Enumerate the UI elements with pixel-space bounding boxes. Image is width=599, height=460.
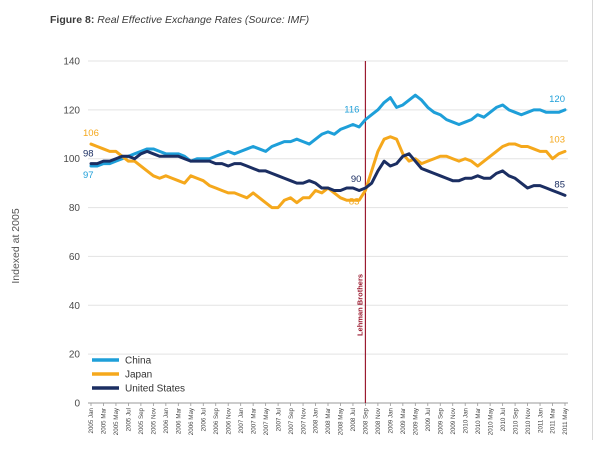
- y-tick-label: 60: [69, 252, 81, 263]
- x-tick-label: 2008 Jul: [350, 408, 357, 431]
- y-tick-label: 140: [63, 57, 80, 68]
- x-tick-label: 2008 Sep: [363, 407, 370, 434]
- x-tick-label: 2010 Sep: [512, 407, 519, 434]
- series-lines: [89, 93, 567, 210]
- data-label: 97: [83, 170, 94, 181]
- x-tick-label: 2007 Mar: [250, 408, 257, 434]
- page-edge-rule: [592, 0, 593, 440]
- x-tick-label: 2007 Jul: [275, 408, 282, 431]
- x-tick-label: 2008 Mar: [325, 408, 332, 434]
- data-labels: 97 116 120 106 83 103 98 90 85: [83, 94, 565, 208]
- series-line-china: [89, 93, 567, 168]
- y-tick-label: 0: [74, 399, 80, 410]
- data-label: 98: [83, 149, 94, 160]
- x-tick-label: 2007 Sep: [288, 407, 295, 434]
- x-tick-label: 2009 Nov: [450, 407, 457, 434]
- x-tick-label: 2008 Jan: [313, 407, 320, 433]
- y-tick-label: 80: [69, 203, 81, 214]
- y-axis-label: Indexed at 2005: [10, 208, 22, 283]
- x-tick-label: 2010 May: [487, 407, 494, 435]
- series-line-united-states: [89, 149, 567, 197]
- data-label: 103: [549, 134, 565, 145]
- figure-label: Figure 8:: [50, 14, 95, 26]
- x-tick-label: 2009 May: [413, 407, 420, 435]
- x-tick-label: 2011 Jan: [537, 407, 544, 433]
- x-axis-ticks: 2005 Jan 2005 Mar 2005 May 2005 Jul 2005 Sep…: [88, 403, 569, 435]
- x-tick-label: 2005 Jul: [126, 408, 133, 431]
- legend-label-japan: Japan: [125, 370, 152, 381]
- figure-title: Figure 8: Real Effective Exchange Rates …: [50, 14, 309, 26]
- x-tick-label: 2010 Mar: [475, 408, 482, 434]
- data-label: 85: [554, 179, 565, 190]
- legend-label-china: China: [125, 356, 152, 367]
- y-tick-label: 40: [69, 301, 81, 312]
- x-tick-label: 2005 Nov: [151, 407, 158, 434]
- x-tick-label: 2007 Nov: [300, 407, 307, 434]
- legend: China Japan United States: [92, 356, 185, 395]
- x-tick-label: 2008 May: [338, 407, 345, 435]
- x-tick-label: 2006 Jul: [200, 408, 207, 431]
- x-tick-label: 2006 Sep: [213, 407, 220, 434]
- data-label: 83: [349, 196, 360, 207]
- gridlines: [88, 60, 568, 404]
- data-label: 120: [549, 94, 565, 105]
- x-tick-label: 2006 May: [188, 407, 195, 435]
- x-tick-label: 2005 May: [113, 407, 120, 435]
- x-tick-label: 2006 Nov: [225, 407, 232, 434]
- data-label: 106: [83, 128, 99, 139]
- x-tick-label: 2009 Jul: [425, 408, 432, 431]
- annotation-label: Lehman Brothers: [355, 274, 364, 336]
- y-axis-ticks: 0 20 40 60 80 100 120 140: [63, 57, 80, 410]
- x-tick-label: 2011 May: [562, 407, 569, 435]
- x-tick-label: 2005 Mar: [101, 408, 108, 434]
- x-tick-label: 2008 Nov: [375, 407, 382, 434]
- y-tick-label: 20: [69, 350, 81, 361]
- x-tick-label: 2007 May: [263, 407, 270, 435]
- x-tick-label: 2009 Jan: [388, 407, 395, 433]
- x-tick-label: 2009 Sep: [437, 407, 444, 434]
- x-tick-label: 2005 Jan: [88, 407, 95, 433]
- x-tick-label: 2010 Jan: [462, 407, 469, 433]
- x-tick-label: 2006 Mar: [176, 408, 183, 434]
- x-tick-label: 2006 Jan: [163, 407, 170, 433]
- y-tick-label: 120: [63, 105, 80, 116]
- series-line-japan: [89, 135, 567, 210]
- x-tick-label: 2010 Nov: [525, 407, 532, 434]
- x-tick-label: 2010 Jul: [500, 408, 507, 431]
- x-tick-label: 2011 Mar: [550, 408, 557, 434]
- data-label: 116: [344, 105, 359, 116]
- figure-caption: Real Effective Exchange Rates (Source: I…: [97, 14, 310, 26]
- x-tick-label: 2005 Sep: [138, 407, 145, 434]
- x-tick-label: 2007 Jan: [238, 407, 245, 433]
- x-tick-label: 2009 Mar: [400, 408, 407, 434]
- y-tick-label: 100: [63, 154, 80, 165]
- legend-label-united-states: United States: [125, 384, 185, 395]
- data-label: 90: [351, 174, 362, 185]
